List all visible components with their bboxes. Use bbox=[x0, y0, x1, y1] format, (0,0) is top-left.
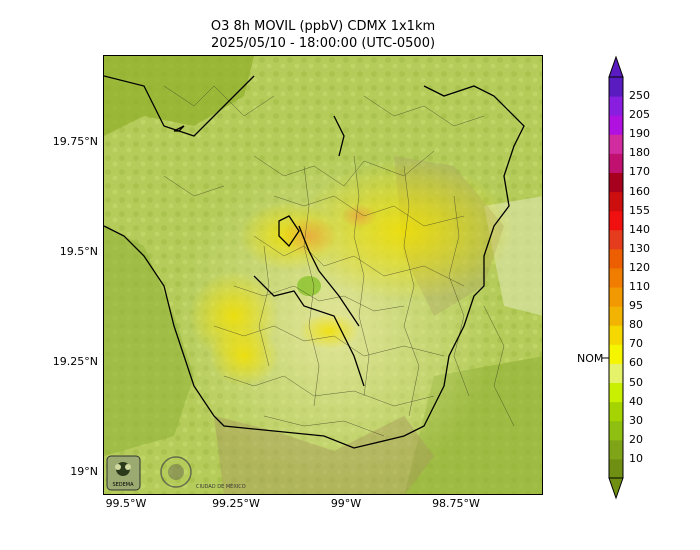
map-timestamp: 2025/05/10 - 18:00:00 (UTC-0500) bbox=[210, 36, 436, 51]
colorbar-tick-label: 250 bbox=[629, 89, 650, 103]
colorbar-tick-label: 30 bbox=[629, 413, 643, 427]
colorbar-tick-label: 20 bbox=[629, 432, 643, 446]
colorbar-max-extension bbox=[608, 55, 624, 78]
colorbar-segment bbox=[609, 96, 623, 116]
colorbar-tick-label: 95 bbox=[629, 299, 643, 313]
colorbar bbox=[602, 55, 624, 500]
colorbar-tick-label: 40 bbox=[629, 394, 643, 408]
colorbar-tick-label: 180 bbox=[629, 146, 650, 160]
colorbar-segment bbox=[609, 363, 623, 384]
lat-label: 19°N bbox=[70, 465, 98, 478]
colorbar-segment bbox=[609, 191, 623, 212]
ozone-map: SEDEMA CIUDAD DE MÉXICO bbox=[103, 55, 543, 495]
green-spot bbox=[297, 276, 321, 296]
map-canvas: SEDEMA CIUDAD DE MÉXICO bbox=[104, 56, 542, 494]
colorbar-tick-label: 120 bbox=[629, 260, 650, 274]
sedema-logo-text: SEDEMA bbox=[112, 482, 134, 488]
colorbar-frame bbox=[608, 76, 624, 479]
lon-label: 99.25°W bbox=[212, 497, 260, 510]
colorbar-tick-label: 140 bbox=[629, 222, 650, 236]
colorbar-tick-label: 60 bbox=[629, 356, 643, 370]
ozone-hotspot-ne bbox=[341, 204, 377, 228]
colorbar-segment bbox=[609, 306, 623, 326]
colorbar-segment bbox=[609, 153, 623, 173]
lat-label: 19.25°N bbox=[52, 355, 98, 368]
colorbar-segment bbox=[609, 420, 623, 441]
colorbar-segment bbox=[609, 172, 623, 193]
colorbar-segment bbox=[609, 134, 623, 154]
colorbar-segment bbox=[609, 439, 623, 460]
municipal-boundaries bbox=[163, 85, 515, 437]
colorbar-tick-label: 155 bbox=[629, 203, 650, 217]
lat-label: 19.75°N bbox=[52, 135, 98, 148]
colorbar-tick-label: 10 bbox=[629, 451, 643, 465]
lat-label: 19.5°N bbox=[59, 245, 98, 258]
colorbar-tick-label: 160 bbox=[629, 184, 650, 198]
colorbar-min-extension bbox=[608, 477, 624, 500]
colorbar-segment bbox=[609, 267, 623, 288]
colorbar-tick-label: 130 bbox=[629, 241, 650, 255]
colorbar-segment bbox=[609, 77, 623, 97]
colorbar-segment bbox=[609, 401, 623, 422]
nom-label: NOM bbox=[577, 352, 604, 365]
colorbar-segment bbox=[609, 458, 623, 479]
colorbar-tick-label: 190 bbox=[629, 127, 650, 141]
colorbar-segment bbox=[609, 287, 623, 307]
colorbar-segment bbox=[609, 229, 623, 250]
colorbar-segment bbox=[609, 115, 623, 135]
terrain-patch-w bbox=[104, 226, 194, 456]
colorbar-segment bbox=[609, 325, 623, 345]
ozone-plume-sw bbox=[209, 326, 279, 386]
colorbar-segment bbox=[609, 210, 623, 231]
ozone-plume-ne bbox=[294, 161, 514, 301]
colorbar-tick-label: 170 bbox=[629, 165, 650, 179]
colorbar-segment bbox=[609, 382, 623, 403]
mountain-south bbox=[214, 416, 434, 494]
lon-label: 99.5°W bbox=[105, 497, 147, 510]
colorbar-tick-label: 70 bbox=[629, 337, 643, 351]
lon-label: 98.75°W bbox=[432, 497, 480, 510]
lon-label: 99°W bbox=[330, 497, 362, 510]
sedema-logo: SEDEMA bbox=[106, 455, 141, 491]
cdmx-logo: CIUDAD DE MÉXICO bbox=[160, 456, 246, 490]
colorbar-tick-label: 80 bbox=[629, 318, 643, 332]
colorbar-tick-label: 50 bbox=[629, 375, 643, 389]
cdmx-logo-text: CIUDAD DE MÉXICO bbox=[196, 482, 246, 490]
colorbar-tick-label: 110 bbox=[629, 280, 650, 294]
colorbar-segment bbox=[609, 344, 623, 364]
map-title: O3 8h MOVIL (ppbV) CDMX 1x1km bbox=[210, 19, 436, 34]
state-boundaries bbox=[104, 75, 525, 449]
ozone-plume-south bbox=[299, 313, 359, 349]
colorbar-tick-label: 205 bbox=[629, 108, 650, 122]
colorbar-segment bbox=[609, 248, 623, 269]
